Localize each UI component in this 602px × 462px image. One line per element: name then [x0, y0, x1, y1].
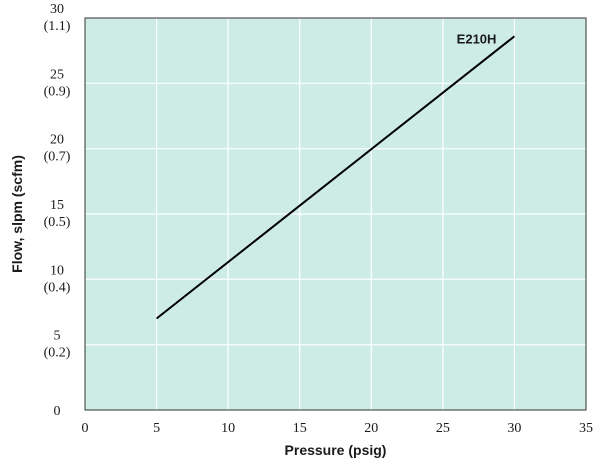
x-tick-label: 20: [364, 421, 378, 436]
x-tick-label: 30: [507, 421, 521, 436]
y-tick-label: 10: [50, 263, 64, 278]
y-axis-ticks: 0 5 (0.2) 10 (0.4) 15 (0.5) 20 (0.7) 25 (0.9) 30 (1.…: [44, 2, 71, 419]
y-tick-label: 30: [50, 2, 64, 17]
x-tick-label: 10: [221, 421, 235, 436]
y-tick-sublabel: (0.4): [44, 280, 71, 295]
y-tick-label: 5: [54, 329, 61, 344]
series-label: E210H: [457, 31, 497, 46]
y-tick-label: 20: [50, 133, 64, 148]
series: E210H: [155, 31, 516, 320]
y-tick-sublabel: (0.2): [44, 346, 71, 361]
y-axis-title: Flow, slpm (scfm): [9, 155, 25, 273]
x-tick-label: 0: [82, 421, 89, 436]
x-axis-title: Pressure (psig): [285, 442, 387, 458]
x-tick-label: 15: [293, 421, 307, 436]
series-line: [155, 35, 516, 320]
plot-frame: [84, 17, 587, 411]
x-tick-label: 5: [153, 421, 160, 436]
grid-lines: [85, 18, 586, 410]
x-axis-ticks: 0 5 10 15 20 25 30 35: [82, 421, 594, 436]
y-tick-sublabel: (0.5): [44, 215, 71, 230]
y-tick-label: 0: [54, 404, 61, 419]
y-tick-label: 25: [50, 67, 64, 82]
y-tick-sublabel: (0.9): [44, 84, 71, 99]
y-tick-label: 15: [50, 198, 64, 213]
y-tick-sublabel: (0.7): [44, 150, 71, 165]
x-tick-label: 35: [579, 421, 593, 436]
y-tick-sublabel: (1.1): [44, 19, 71, 34]
x-tick-label: 25: [436, 421, 450, 436]
